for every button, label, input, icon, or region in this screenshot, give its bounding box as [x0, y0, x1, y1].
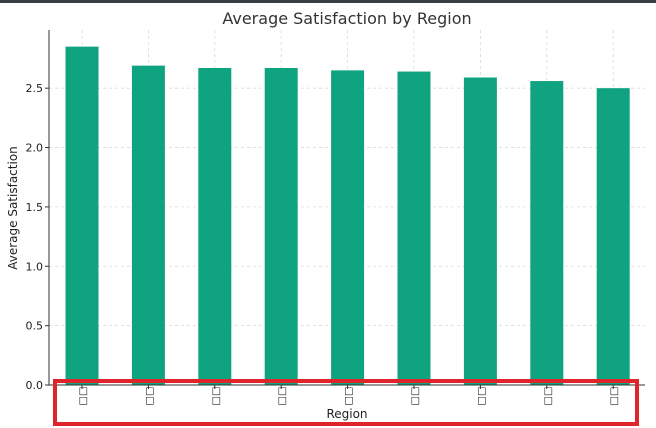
highlight-box	[53, 379, 639, 426]
y-tick-label: 0.5	[26, 320, 44, 333]
bar	[463, 77, 497, 385]
bar	[198, 67, 232, 385]
y-tick-labels: 0.0 0.5 1.0 1.5 2.0 2.5	[26, 82, 44, 392]
y-tick-label: 0.0	[26, 379, 44, 392]
chart-title: Average Satisfaction by Region	[222, 9, 471, 28]
x-tick-labels: □□ □□ □□ □□ □□ □□ □□ □□ □□	[78, 387, 620, 406]
bar	[264, 67, 298, 385]
axes	[45, 30, 645, 389]
bar	[331, 70, 365, 385]
x-tick-label: □□	[78, 387, 89, 406]
x-tick-label: □□	[609, 387, 620, 406]
y-tick-label: 2.5	[26, 82, 44, 95]
bar	[397, 71, 431, 386]
bar	[65, 46, 99, 386]
x-tick-label: □□	[543, 387, 554, 406]
x-tick-label: □□	[410, 387, 421, 406]
x-tick-label: □□	[344, 387, 355, 406]
x-tick-label: □□	[211, 387, 222, 406]
bars	[65, 46, 630, 386]
x-tick-label: □□	[277, 387, 288, 406]
window-top-bar	[0, 0, 656, 3]
y-axis-label: Average Satisfaction	[6, 146, 20, 270]
bar	[596, 88, 630, 386]
y-tick-label: 2.0	[26, 142, 44, 155]
y-tick-label: 1.5	[26, 201, 44, 214]
x-tick-label: □□	[476, 387, 487, 406]
y-tick-label: 1.0	[26, 260, 44, 273]
x-axis-label: Region	[326, 407, 367, 421]
bar	[131, 65, 165, 386]
x-tick-label: □□	[144, 387, 155, 406]
bar	[530, 81, 564, 385]
